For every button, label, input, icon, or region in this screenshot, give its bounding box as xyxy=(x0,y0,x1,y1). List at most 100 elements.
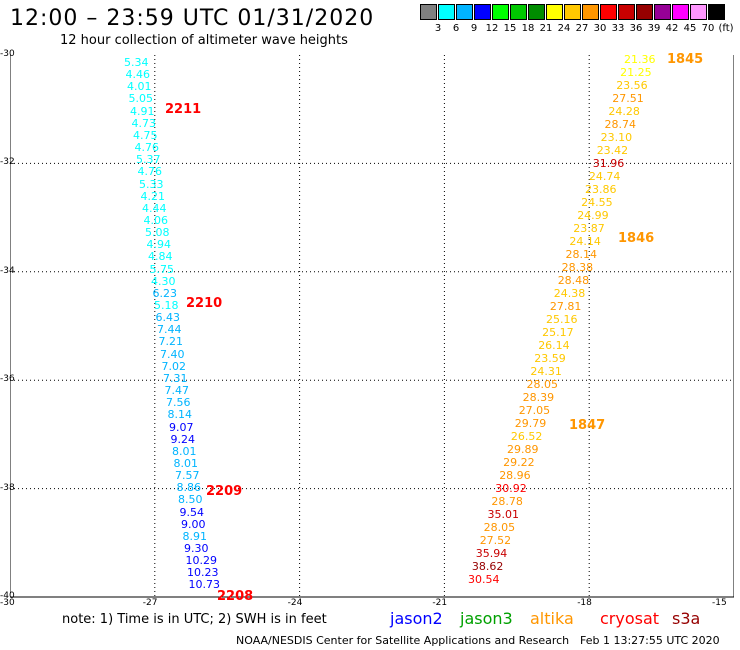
scale-label: 24 xyxy=(557,23,571,34)
satellite-s3a: s3a xyxy=(672,609,701,628)
lat-tick-label: -32 xyxy=(0,157,15,168)
lat-tick-label: -38 xyxy=(0,482,15,493)
scale-swatch xyxy=(618,4,635,20)
swh-value-east: 30.54 xyxy=(468,573,500,586)
satellite-jason2: jason2 xyxy=(390,609,443,628)
swh-value-west: 8.91 xyxy=(182,529,208,543)
pass-time-label: 2209 xyxy=(206,484,243,499)
swh-value-west: 5.33 xyxy=(139,177,164,191)
swh-value-east: 25.17 xyxy=(542,326,574,339)
scale-label: 27 xyxy=(575,23,589,34)
scale-label: (ft) xyxy=(718,23,734,34)
scale-swatch xyxy=(510,4,527,20)
swh-value-west: 9.54 xyxy=(179,505,205,519)
swh-value-west: 4.01 xyxy=(127,80,152,94)
swh-value-east: 28.74 xyxy=(604,118,637,131)
scale-swatch xyxy=(420,4,437,20)
footer-note: note: 1) Time is in UTC; 2) SWH is in fe… xyxy=(62,612,327,627)
swh-value-west: 7.57 xyxy=(175,469,200,483)
swh-value-west: 4.46 xyxy=(125,68,151,82)
swh-value-west: 4.94 xyxy=(146,238,172,252)
swh-value-east: 28.05 xyxy=(526,378,559,391)
swh-value-west: 7.47 xyxy=(164,384,190,398)
swh-value-east: 35.94 xyxy=(475,547,508,560)
lat-tick-label: -36 xyxy=(0,374,15,385)
scale-label: 36 xyxy=(629,23,643,34)
swh-value-east: 24.99 xyxy=(577,209,609,222)
swh-value-west: 4.21 xyxy=(140,189,166,203)
swh-value-east: 26.52 xyxy=(510,430,543,443)
swh-value-west: 8.01 xyxy=(172,444,197,458)
swh-value-east: 28.96 xyxy=(499,469,531,482)
swh-value-west: 4.75 xyxy=(133,128,158,142)
swh-value-east: 28.05 xyxy=(483,521,516,534)
scale-label: 39 xyxy=(647,23,661,34)
swh-value-west: 4.44 xyxy=(142,201,167,215)
scale-swatch xyxy=(528,4,545,20)
swh-value-west: 8.50 xyxy=(178,493,203,507)
lat-tick-label: -40 xyxy=(0,591,15,601)
scale-label: 33 xyxy=(611,23,625,34)
swh-value-west: 8.86 xyxy=(176,481,202,495)
scale-swatch xyxy=(456,4,473,20)
scale-label: 45 xyxy=(683,23,697,34)
swh-value-west: 8.01 xyxy=(173,456,199,470)
swh-value-west: 4.91 xyxy=(130,104,155,118)
swh-value-west: 9.07 xyxy=(169,420,194,434)
swh-value-east: 21.36 xyxy=(624,53,656,66)
swh-value-east: 24.14 xyxy=(569,235,601,248)
swh-value-east: 23.86 xyxy=(585,183,617,196)
scale-swatch xyxy=(546,4,563,20)
scale-swatch xyxy=(636,4,653,20)
scale-label: 42 xyxy=(665,23,679,34)
swh-value-west: 6.43 xyxy=(155,311,181,325)
scale-swatch xyxy=(690,4,707,20)
swh-value-east: 24.31 xyxy=(530,365,562,378)
swh-value-east: 27.51 xyxy=(612,92,644,105)
swh-value-east: 27.05 xyxy=(518,404,551,417)
swh-value-east: 26.14 xyxy=(538,339,570,352)
page-subtitle: 12 hour collection of altimeter wave hei… xyxy=(60,33,348,48)
scale-swatch xyxy=(582,4,599,20)
scale-label: 12 xyxy=(485,23,499,34)
lon-tick-label: -18 xyxy=(577,598,592,608)
swh-value-west: 7.31 xyxy=(163,371,188,385)
swh-value-east: 30.92 xyxy=(495,482,527,495)
swh-value-west: 9.24 xyxy=(170,432,196,446)
swh-value-west: 4.73 xyxy=(131,116,157,130)
lon-tick-label: -15 xyxy=(712,598,727,608)
swh-value-west: 5.37 xyxy=(136,153,161,167)
swh-value-west: 7.21 xyxy=(158,335,184,349)
scale-label: 30 xyxy=(593,23,607,34)
swh-value-west: 7.40 xyxy=(160,347,185,361)
generated-timestamp: Feb 1 13:27:55 UTC 2020 xyxy=(580,634,720,647)
scale-swatch xyxy=(564,4,581,20)
wave-height-map: -30 -32 -34 -36 -38 -40 -30 -27 -24 -21 -18 -15 5.34… xyxy=(0,49,734,608)
swh-value-west: 10.23 xyxy=(187,566,219,580)
swh-value-west: 8.14 xyxy=(167,408,193,422)
satellite-cryosat: cryosat xyxy=(600,609,660,628)
pass-time-label: 1846 xyxy=(618,231,655,246)
swh-value-west: 9.30 xyxy=(184,542,209,555)
swh-value-east: 28.39 xyxy=(522,391,555,404)
swh-value-east: 28.14 xyxy=(565,248,598,261)
swh-value-west: 4.06 xyxy=(143,213,169,227)
lon-tick-label: -21 xyxy=(432,598,448,608)
swh-value-west: 5.75 xyxy=(149,262,175,276)
pass-time-label: 1847 xyxy=(569,418,606,433)
swh-value-east: 35.01 xyxy=(487,508,520,521)
swh-value-west: 4.30 xyxy=(151,274,176,288)
swh-value-east: 24.55 xyxy=(581,196,613,209)
scale-swatch xyxy=(492,4,509,20)
lat-tick-label: -34 xyxy=(0,265,15,276)
satellite-altika: altika xyxy=(530,609,574,628)
scale-label: 9 xyxy=(470,23,478,34)
scale-swatch xyxy=(600,4,617,20)
scale-swatch xyxy=(438,4,455,20)
pass-time-label: 2208 xyxy=(217,589,254,604)
swh-value-west: 4.76 xyxy=(137,165,163,179)
pass-time-label: 2211 xyxy=(165,102,202,117)
swh-value-west: 7.44 xyxy=(157,323,182,337)
page-title: 12:00 – 23:59 UTC 01/31/2020 xyxy=(10,6,375,31)
swh-value-west: 7.02 xyxy=(161,359,187,373)
